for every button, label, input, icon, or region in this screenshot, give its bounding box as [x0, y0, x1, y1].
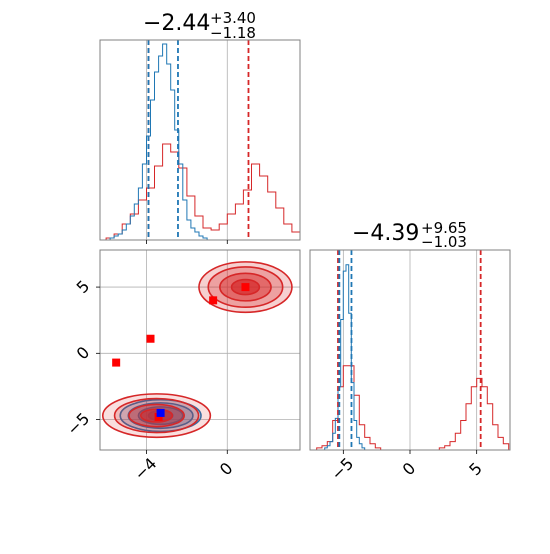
param1-title-plus: +3.40 [210, 9, 256, 27]
joint-y-label: 0 [73, 343, 94, 364]
joint-red-marker [112, 358, 121, 367]
joint-y-label: −5 [63, 409, 93, 439]
joint-red-marker [241, 283, 250, 292]
joint-x-label: −4 [130, 454, 160, 484]
param2-red-histogram-series [316, 365, 510, 450]
param2-x-label: −5 [327, 454, 357, 484]
param2-blue-histogram-series [324, 264, 366, 450]
param2-x-label: 5 [465, 459, 486, 480]
param1-histogram-panel [105, 40, 300, 240]
param1-blue-histogram-series [106, 43, 212, 240]
joint-red-marker [146, 334, 155, 343]
param2-histogram-panel [316, 250, 510, 450]
param2-title-minus: −1.03 [421, 233, 467, 251]
param1-title-median: −2.44 [143, 11, 210, 36]
joint-blue-marker [156, 408, 165, 417]
param2-title-median: −4.39 [352, 221, 419, 246]
joint-density-panel [100, 250, 300, 450]
param1-title-minus: −1.18 [210, 24, 256, 42]
joint-density-frame [99, 249, 301, 451]
param1-histogram-frame [99, 39, 301, 241]
param2-title-plus: +9.65 [421, 219, 467, 237]
joint-red-marker [209, 296, 218, 305]
param1-red-histogram-series [105, 143, 300, 240]
param2-x-label: 0 [399, 459, 420, 480]
joint-x-label: 0 [216, 459, 237, 480]
joint-y-label: 5 [73, 276, 94, 297]
